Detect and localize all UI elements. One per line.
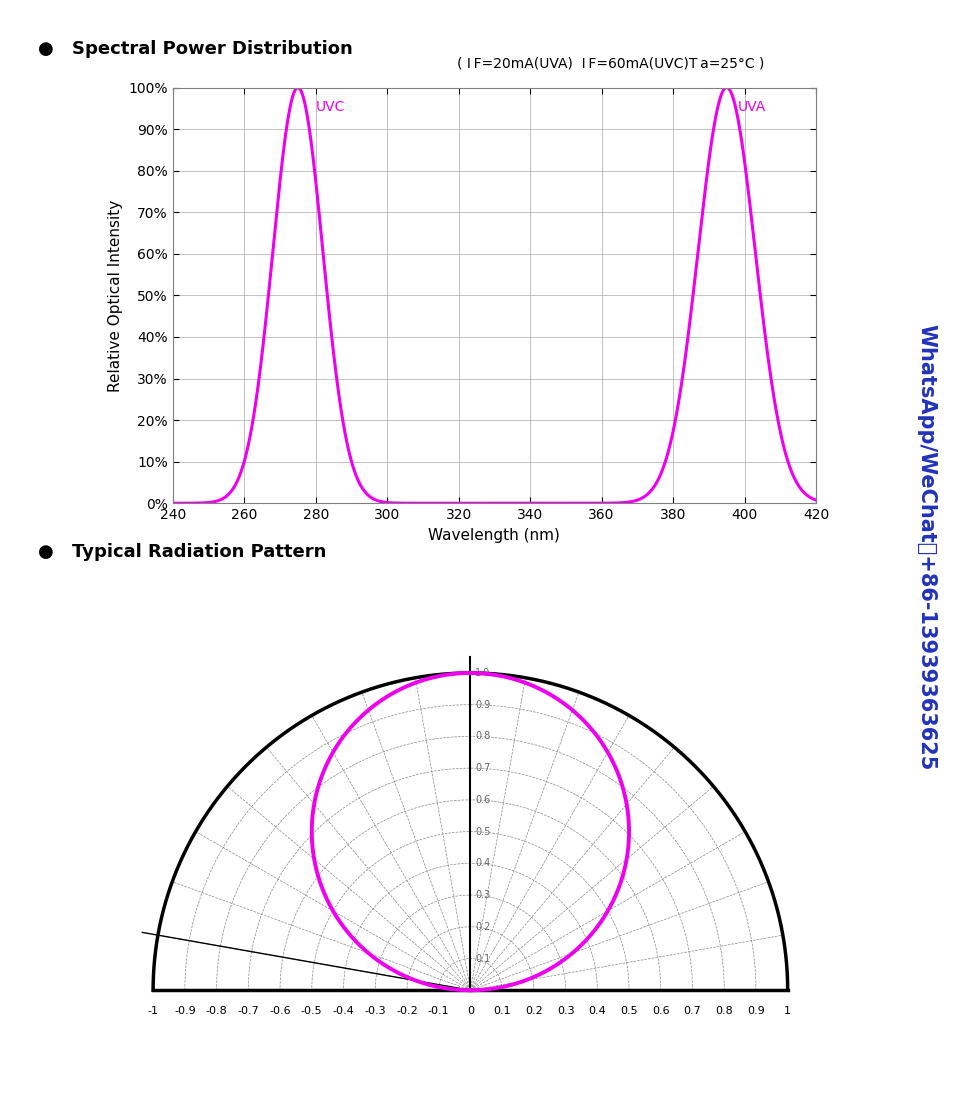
Text: 0.2: 0.2 bbox=[475, 922, 491, 932]
Text: -0.1: -0.1 bbox=[428, 1006, 449, 1016]
Text: 0.6: 0.6 bbox=[652, 1006, 669, 1016]
X-axis label: Wavelength (nm): Wavelength (nm) bbox=[428, 527, 561, 543]
Text: ●: ● bbox=[38, 544, 54, 561]
Text: -0.9: -0.9 bbox=[174, 1006, 196, 1016]
Y-axis label: Relative Optical Intensity: Relative Optical Intensity bbox=[108, 199, 123, 392]
Text: -0.7: -0.7 bbox=[237, 1006, 259, 1016]
Text: 0.7: 0.7 bbox=[684, 1006, 702, 1016]
Text: 0.7: 0.7 bbox=[475, 764, 491, 773]
Text: WhatsApp/WeChat：+86-13939363625: WhatsApp/WeChat：+86-13939363625 bbox=[917, 324, 936, 770]
Text: -1: -1 bbox=[148, 1006, 158, 1016]
Text: 0.4: 0.4 bbox=[588, 1006, 606, 1016]
Text: 0.5: 0.5 bbox=[620, 1006, 637, 1016]
Text: 0.4: 0.4 bbox=[475, 859, 491, 869]
Text: 0.5: 0.5 bbox=[475, 827, 491, 837]
Text: 0.9: 0.9 bbox=[747, 1006, 765, 1016]
Text: 0.2: 0.2 bbox=[525, 1006, 542, 1016]
Text: 0.1: 0.1 bbox=[493, 1006, 511, 1016]
Text: ( I F=20mA(UVA)  I F=60mA(UVC)T a=25°C ): ( I F=20mA(UVA) I F=60mA(UVC)T a=25°C ) bbox=[457, 57, 764, 71]
Text: -0.5: -0.5 bbox=[300, 1006, 323, 1016]
Text: -0.8: -0.8 bbox=[205, 1006, 228, 1016]
Text: 1: 1 bbox=[784, 1006, 791, 1016]
Text: 1.0: 1.0 bbox=[475, 668, 491, 678]
Text: UVC: UVC bbox=[316, 100, 345, 114]
Text: Typical Radiation Pattern: Typical Radiation Pattern bbox=[72, 544, 326, 561]
Text: 0.3: 0.3 bbox=[557, 1006, 574, 1016]
Text: 0.8: 0.8 bbox=[715, 1006, 733, 1016]
Text: 0.9: 0.9 bbox=[475, 700, 491, 710]
Text: Spectral Power Distribution: Spectral Power Distribution bbox=[72, 40, 352, 58]
Text: 0.8: 0.8 bbox=[475, 732, 491, 742]
Text: 0.3: 0.3 bbox=[475, 891, 491, 900]
Text: -0.2: -0.2 bbox=[396, 1006, 418, 1016]
Text: 0.6: 0.6 bbox=[475, 795, 491, 805]
Text: -0.6: -0.6 bbox=[269, 1006, 291, 1016]
Text: -0.3: -0.3 bbox=[365, 1006, 386, 1016]
Text: 0.1: 0.1 bbox=[475, 954, 491, 964]
Text: 0: 0 bbox=[467, 1006, 474, 1016]
Text: ●: ● bbox=[38, 40, 54, 58]
Text: UVA: UVA bbox=[737, 100, 766, 114]
Text: -0.4: -0.4 bbox=[332, 1006, 354, 1016]
